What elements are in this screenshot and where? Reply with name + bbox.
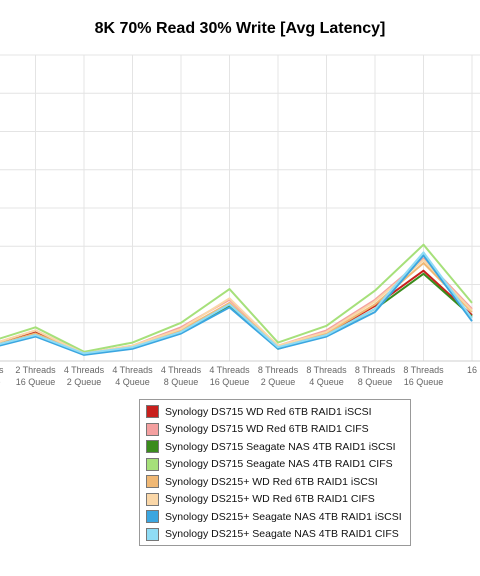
legend-swatch (146, 475, 159, 489)
line-chart: Threads Queue 2 Threads 16 Queue 4 Threads 2 … (0, 54, 480, 387)
legend: Synology DS715 WD Red 6TB RAID1 iSCSI Syn… (139, 399, 411, 546)
x-tick-labels: Threads Queue 2 Threads 16 Queue 4 Threads 2 … (0, 365, 477, 387)
series-lines (0, 243, 473, 356)
x-tick-label-line2: 4 Queue (309, 377, 344, 387)
legend-label: Synology DS715 WD Red 6TB RAID1 CIFS (165, 423, 369, 435)
legend-label: Synology DS715 Seagate NAS 4TB RAID1 CIF… (165, 458, 393, 470)
x-tick-label-line2: 16 Queue (404, 377, 444, 387)
legend-item: Synology DS215+ Seagate NAS 4TB RAID1 iS… (146, 508, 404, 526)
x-tick-label-line2: 4 Queue (115, 377, 150, 387)
legend-item: Synology DS715 Seagate NAS 4TB RAID1 CIF… (146, 456, 404, 474)
x-tick-label-line1: 4 Threads (209, 365, 250, 375)
legend-swatch (146, 510, 159, 524)
legend-swatch (146, 492, 159, 506)
legend-swatch (146, 440, 159, 454)
legend-swatch (146, 457, 159, 471)
legend-item: Synology DS715 WD Red 6TB RAID1 CIFS (146, 421, 404, 439)
legend-label: Synology DS715 WD Red 6TB RAID1 iSCSI (165, 405, 372, 418)
x-tick-label-line1: 8 Threads (258, 365, 299, 375)
x-tick-label-line1: 8 Threads (306, 365, 347, 375)
x-tick-label-line2: 2 Queue (67, 377, 102, 387)
x-tick-label-line2: Queue (0, 377, 1, 387)
x-tick-label-line2: 16 Queue (210, 377, 250, 387)
legend-swatch (146, 405, 159, 419)
legend-swatch (146, 527, 159, 541)
grid (0, 54, 480, 362)
x-tick-label-line1: 8 Threads (403, 365, 444, 375)
series-line-7 (0, 254, 473, 356)
legend-label: Synology DS215+ Seagate NAS 4TB RAID1 iS… (165, 510, 402, 523)
x-tick-label-line1: 8 Threads (355, 365, 396, 375)
legend-label: Synology DS215+ WD Red 6TB RAID1 CIFS (165, 493, 375, 505)
x-tick-label-line1: 4 Threads (64, 365, 105, 375)
legend-item: Synology DS715 Seagate NAS 4TB RAID1 iSC… (146, 438, 404, 456)
x-tick-label-line2: 8 Queue (358, 377, 393, 387)
x-tick-label-line2: 16 Queue (16, 377, 56, 387)
legend-label: Synology DS715 Seagate NAS 4TB RAID1 iSC… (165, 440, 396, 453)
x-tick-label-line1: 2 Threads (15, 365, 56, 375)
x-tick-label-line1: 16 (467, 365, 477, 375)
chart-title: 8K 70% Read 30% Write [Avg Latency] (94, 20, 386, 37)
legend-label: Synology DS215+ WD Red 6TB RAID1 iSCSI (165, 475, 378, 488)
series-line-4 (0, 243, 473, 353)
legend-item: Synology DS215+ Seagate NAS 4TB RAID1 CI… (146, 526, 404, 544)
x-tick-label-line1: 4 Threads (112, 365, 153, 375)
series-line-8 (0, 251, 473, 355)
x-tick-label-line2: 2 Queue (261, 377, 296, 387)
legend-swatch (146, 422, 159, 436)
x-tick-label-line1: Threads (0, 365, 4, 375)
x-tick-label-line1: 4 Threads (161, 365, 202, 375)
legend-item: Synology DS215+ WD Red 6TB RAID1 CIFS (146, 491, 404, 509)
series-line-6 (0, 259, 473, 355)
legend-item: Synology DS715 WD Red 6TB RAID1 iSCSI (146, 403, 404, 421)
x-tick-label-line2: 8 Queue (164, 377, 199, 387)
legend-item: Synology DS215+ WD Red 6TB RAID1 iSCSI (146, 473, 404, 491)
legend-label: Synology DS215+ Seagate NAS 4TB RAID1 CI… (165, 528, 399, 540)
